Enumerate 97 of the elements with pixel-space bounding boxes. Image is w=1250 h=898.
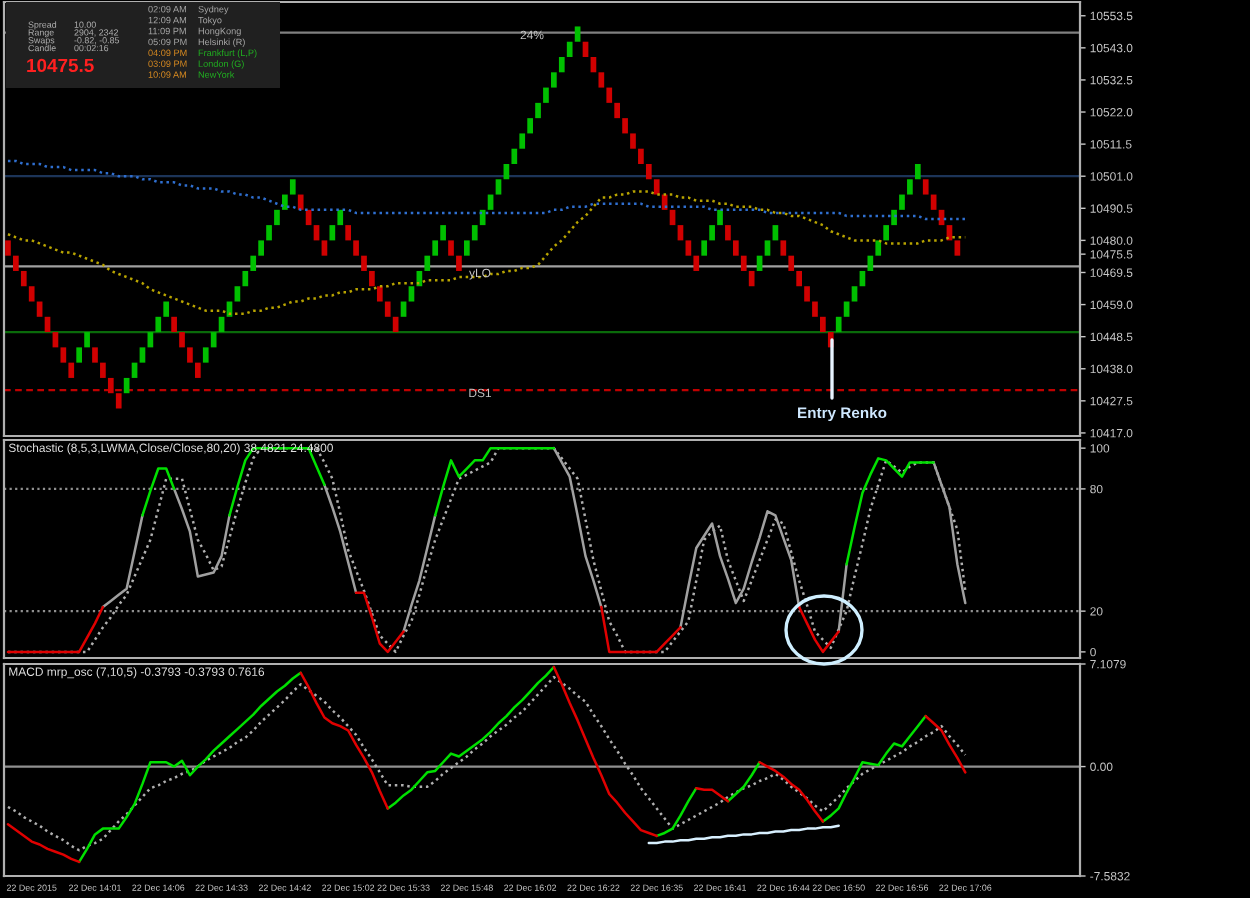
bar bbox=[551, 72, 557, 88]
bar bbox=[424, 255, 431, 271]
bar bbox=[606, 87, 613, 103]
bar bbox=[432, 240, 439, 256]
bar bbox=[725, 225, 731, 241]
bar bbox=[598, 72, 605, 88]
bar bbox=[242, 270, 249, 287]
bar bbox=[709, 225, 715, 241]
bar bbox=[194, 362, 201, 378]
bar bbox=[408, 286, 415, 302]
bar bbox=[574, 26, 581, 42]
bar bbox=[630, 133, 636, 149]
bar bbox=[566, 41, 573, 58]
bar bbox=[764, 240, 771, 256]
bar bbox=[511, 148, 518, 164]
bar bbox=[788, 255, 795, 271]
bar bbox=[653, 179, 660, 195]
bar bbox=[907, 179, 913, 195]
bar bbox=[274, 209, 280, 226]
bar bbox=[899, 194, 905, 210]
bar bbox=[875, 240, 882, 256]
bar bbox=[535, 102, 541, 119]
bar bbox=[337, 209, 344, 226]
bar bbox=[614, 102, 621, 119]
bar bbox=[139, 347, 146, 363]
bar bbox=[345, 225, 352, 241]
bar bbox=[163, 301, 170, 317]
bar bbox=[321, 240, 328, 256]
bar bbox=[495, 179, 502, 195]
bar bbox=[622, 118, 628, 134]
bar bbox=[780, 240, 787, 256]
bar bbox=[891, 209, 897, 226]
bar bbox=[835, 316, 842, 333]
bar bbox=[543, 87, 549, 103]
bar bbox=[289, 179, 296, 195]
bar bbox=[28, 286, 35, 302]
bar bbox=[645, 163, 652, 180]
bar bbox=[282, 194, 288, 210]
annotation: 10475.5 bbox=[27, 58, 94, 73]
bar bbox=[20, 270, 27, 287]
bar bbox=[796, 270, 802, 287]
bar bbox=[717, 209, 723, 226]
bar bbox=[867, 255, 874, 271]
bar bbox=[100, 362, 106, 378]
bar bbox=[527, 118, 533, 134]
bar bbox=[187, 347, 193, 363]
bar bbox=[748, 270, 755, 287]
bar bbox=[202, 347, 209, 363]
bar bbox=[155, 316, 162, 333]
bar bbox=[107, 377, 114, 394]
bar bbox=[638, 148, 644, 164]
bar bbox=[266, 225, 272, 241]
bar bbox=[812, 301, 818, 317]
bar bbox=[5, 240, 11, 256]
bar bbox=[440, 225, 446, 241]
bar bbox=[954, 240, 961, 256]
bar bbox=[732, 240, 739, 256]
bar bbox=[353, 240, 359, 256]
line-series bbox=[6, 190, 967, 315]
bar bbox=[68, 362, 75, 378]
bar bbox=[914, 163, 921, 180]
bar bbox=[171, 316, 177, 333]
bar bbox=[250, 255, 257, 271]
bar bbox=[384, 301, 391, 317]
bar bbox=[519, 133, 526, 149]
line-series bbox=[6, 159, 967, 221]
bar bbox=[361, 255, 367, 271]
bar bbox=[84, 332, 90, 348]
bar bbox=[297, 194, 304, 210]
bar bbox=[369, 270, 375, 287]
bar bbox=[448, 240, 454, 256]
bar bbox=[558, 57, 565, 73]
line-series bbox=[647, 824, 840, 845]
bar bbox=[851, 286, 858, 302]
bar bbox=[804, 286, 810, 302]
bar bbox=[456, 255, 462, 271]
bar bbox=[883, 225, 890, 241]
bar bbox=[60, 347, 67, 363]
bar bbox=[329, 225, 336, 241]
bar bbox=[740, 255, 747, 271]
bar bbox=[479, 209, 486, 226]
bar bbox=[92, 347, 98, 363]
bar bbox=[693, 255, 700, 271]
bar bbox=[76, 347, 83, 363]
bar bbox=[210, 332, 217, 348]
bar bbox=[115, 393, 122, 409]
bar bbox=[471, 225, 478, 241]
bar bbox=[463, 240, 470, 256]
bar bbox=[820, 316, 826, 333]
bar bbox=[179, 332, 185, 348]
bar bbox=[685, 240, 692, 256]
bar bbox=[701, 240, 708, 256]
bar bbox=[234, 286, 241, 302]
bar bbox=[922, 179, 929, 195]
bar bbox=[13, 255, 19, 271]
bar bbox=[376, 286, 383, 302]
bar bbox=[258, 240, 264, 256]
